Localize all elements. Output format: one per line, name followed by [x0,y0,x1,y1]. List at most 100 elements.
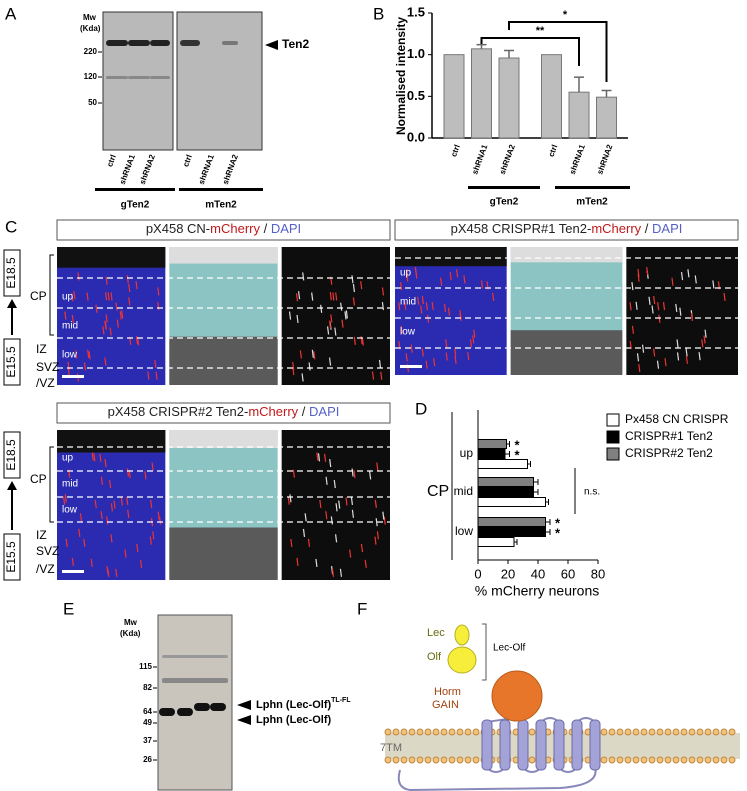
neuron [93,453,96,462]
scale-bar [62,375,84,378]
neuron [83,362,87,371]
y-tick-label: 0.5 [407,88,425,103]
band-label: Lphn (Lec-Olf) [256,714,331,726]
neuron [456,269,459,278]
neuron [75,350,78,359]
significance: * [555,525,561,540]
neuron [676,352,680,361]
neuron [100,511,103,520]
neuron [304,513,307,522]
neuron [676,339,679,348]
lipid-head [712,728,720,736]
mw-marker: 82 [143,683,152,692]
group-line [468,186,540,189]
title-part: mCherry [210,221,260,236]
lipid-head [632,756,640,764]
lipid-head [432,756,440,764]
lipid-head [456,756,464,764]
segment-lower [169,336,278,385]
neuron [154,359,157,368]
y-tick-label: low [455,524,473,538]
x-tick-label: shRNA2 [498,143,517,176]
mw-label: Mw [83,13,97,22]
neuron [73,291,76,300]
domain-label: Lec [427,627,445,639]
group-line [179,188,263,191]
title-part: pX458 CRISPR#1 Ten2- [451,221,592,236]
neuron [421,295,424,305]
mw-marker: 37 [143,736,152,745]
neuron [326,326,330,335]
neuron [629,341,632,350]
band-arrow [265,40,278,50]
neuron [296,314,299,324]
neuron [703,335,706,344]
neuron [374,536,377,545]
neuron [158,516,162,525]
title-part: / [641,221,652,236]
lipid-head [632,728,640,736]
title-part: mCherry [248,404,298,419]
neuron [454,355,457,364]
helix [589,719,601,771]
neuron [151,462,154,471]
bar [477,537,515,547]
stage-label: E18.5 [4,257,18,289]
title-part: DAPI [309,404,339,419]
layer-label: mid [62,479,78,490]
neuron [383,516,386,525]
mw-label: Mw [124,618,138,627]
lipid-head [720,756,728,764]
blot-band-faint [150,76,170,79]
scale-bar [62,570,84,573]
lipid-head [400,728,408,736]
lane-label: shRNA1 [118,153,137,186]
lipid-head [608,756,616,764]
neuron [425,360,428,369]
x-tick-label: shRNA1 [470,143,489,176]
neuron [369,471,372,480]
bar [541,54,562,139]
neuron [65,538,68,548]
legend-swatch [606,447,620,461]
panel-letter: D [415,399,427,418]
neuron [107,568,110,577]
lipid-head [704,756,712,764]
neuron [431,301,434,311]
lipid-head [672,756,680,764]
image-title-box [394,219,739,241]
neuron [329,458,332,468]
neuron [106,516,109,525]
helix [517,719,529,771]
neuron [157,511,160,520]
significance: * [563,9,568,21]
lipid-head [464,728,472,736]
neuron [288,311,292,320]
neuron [79,513,83,522]
neuron [104,357,107,366]
neuron [353,470,356,479]
zone-label: IZ [36,342,47,356]
layer-label: up [400,268,412,279]
band-arrow [237,700,251,710]
neuron [658,314,661,323]
y-tick-label: 0.0 [407,129,425,144]
neuron [653,348,656,357]
band-name: Lphn (Lec-Olf) [256,714,331,726]
y-tick-label: 1.5 [407,4,425,19]
neuron [635,301,638,310]
neuron [440,277,443,286]
neuron [135,336,139,345]
neuron [136,543,139,552]
neuron [71,314,74,324]
neuron [128,297,131,306]
lipid-head [432,728,440,736]
lipid-head [608,728,616,736]
domain-label: Horm [434,686,461,698]
zone-label: IZ [36,528,47,542]
neuron [110,292,113,301]
blot-band-faint [128,76,150,79]
neuron [638,364,641,373]
neuron [330,516,333,525]
membrane-label: 7TM [380,742,402,754]
